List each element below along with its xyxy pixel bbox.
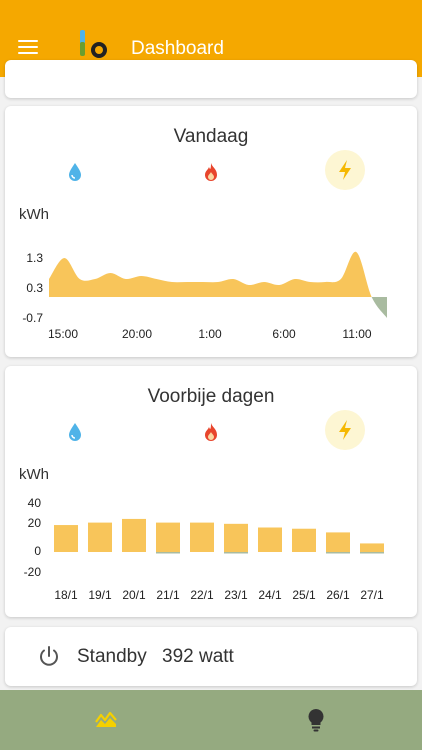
bar-negative [360, 552, 384, 554]
water-drop-icon[interactable] [55, 412, 95, 452]
x-tick-label: 15:00 [48, 327, 78, 341]
bar-negative [224, 552, 248, 554]
past-days-card: Voorbije dagen kWh 40 20 0 -20 18/1 19/1 20/1 2… [5, 366, 417, 617]
x-tick-label: 27/1 [360, 588, 384, 602]
previous-card [5, 60, 417, 98]
bar [326, 532, 350, 552]
x-tick-label: 22/1 [190, 588, 214, 602]
bar [224, 523, 248, 552]
bar [54, 525, 78, 552]
chart-icon[interactable] [86, 704, 126, 736]
x-tick-label: 6:00 [272, 327, 296, 341]
past-days-chart: 40 20 0 -20 18/1 19/1 20/1 21/1 22/1 23/1 24/1 25/1… [24, 496, 384, 602]
bar [360, 543, 384, 552]
y-tick-label: 1.3 [26, 251, 43, 265]
flame-icon[interactable] [191, 152, 231, 192]
x-tick-label: 21/1 [156, 588, 180, 602]
menu-icon[interactable] [18, 40, 38, 56]
x-tick-label: 25/1 [292, 588, 316, 602]
bottom-nav [0, 690, 422, 750]
x-tick-label: 24/1 [258, 588, 282, 602]
x-tick-label: 23/1 [224, 588, 248, 602]
lightning-icon[interactable] [325, 150, 365, 190]
today-unit-label: kWh [19, 206, 49, 223]
past-days-unit-label: kWh [19, 466, 49, 483]
y-tick-label: -0.7 [22, 311, 43, 325]
x-tick-label: 1:00 [198, 327, 222, 341]
standby-value: 392 watt [162, 646, 234, 667]
today-title: Vandaag [173, 126, 249, 147]
x-tick-label: 18/1 [54, 588, 78, 602]
x-tick-label: 11:00 [342, 327, 371, 341]
power-icon [40, 646, 58, 666]
standby-label: Standby [77, 646, 147, 667]
bar [122, 518, 146, 552]
bar-negative [326, 552, 350, 554]
today-area-positive [49, 251, 387, 297]
bar [156, 522, 180, 552]
today-card: Vandaag kWh 1.3 0.3 -0.7 15:00 20:00 1:00 6:00… [5, 106, 417, 357]
x-tick-label: 20:00 [122, 327, 152, 341]
x-tick-label: 19/1 [88, 588, 112, 602]
lightbulb-icon[interactable] [296, 704, 336, 736]
y-tick-label: -20 [24, 565, 42, 579]
standby-card[interactable]: Standby 392 watt [5, 627, 417, 686]
bar-negative [156, 552, 180, 554]
flame-icon[interactable] [191, 412, 231, 452]
bar [258, 527, 282, 552]
past-days-title: Voorbije dagen [147, 386, 275, 407]
water-drop-icon[interactable] [55, 152, 95, 192]
y-tick-label: 20 [28, 516, 42, 530]
bar [88, 522, 112, 552]
today-chart: 1.3 0.3 -0.7 15:00 20:00 1:00 6:00 11:00 [22, 251, 387, 341]
lightning-icon[interactable] [325, 410, 365, 450]
app-title: Dashboard [131, 38, 224, 59]
y-tick-label: 0.3 [26, 281, 43, 295]
x-tick-label: 26/1 [326, 588, 350, 602]
x-tick-label: 20/1 [122, 588, 146, 602]
bar [292, 528, 316, 552]
y-tick-label: 40 [28, 496, 42, 510]
bar [190, 522, 214, 552]
y-tick-label: 0 [34, 544, 41, 558]
